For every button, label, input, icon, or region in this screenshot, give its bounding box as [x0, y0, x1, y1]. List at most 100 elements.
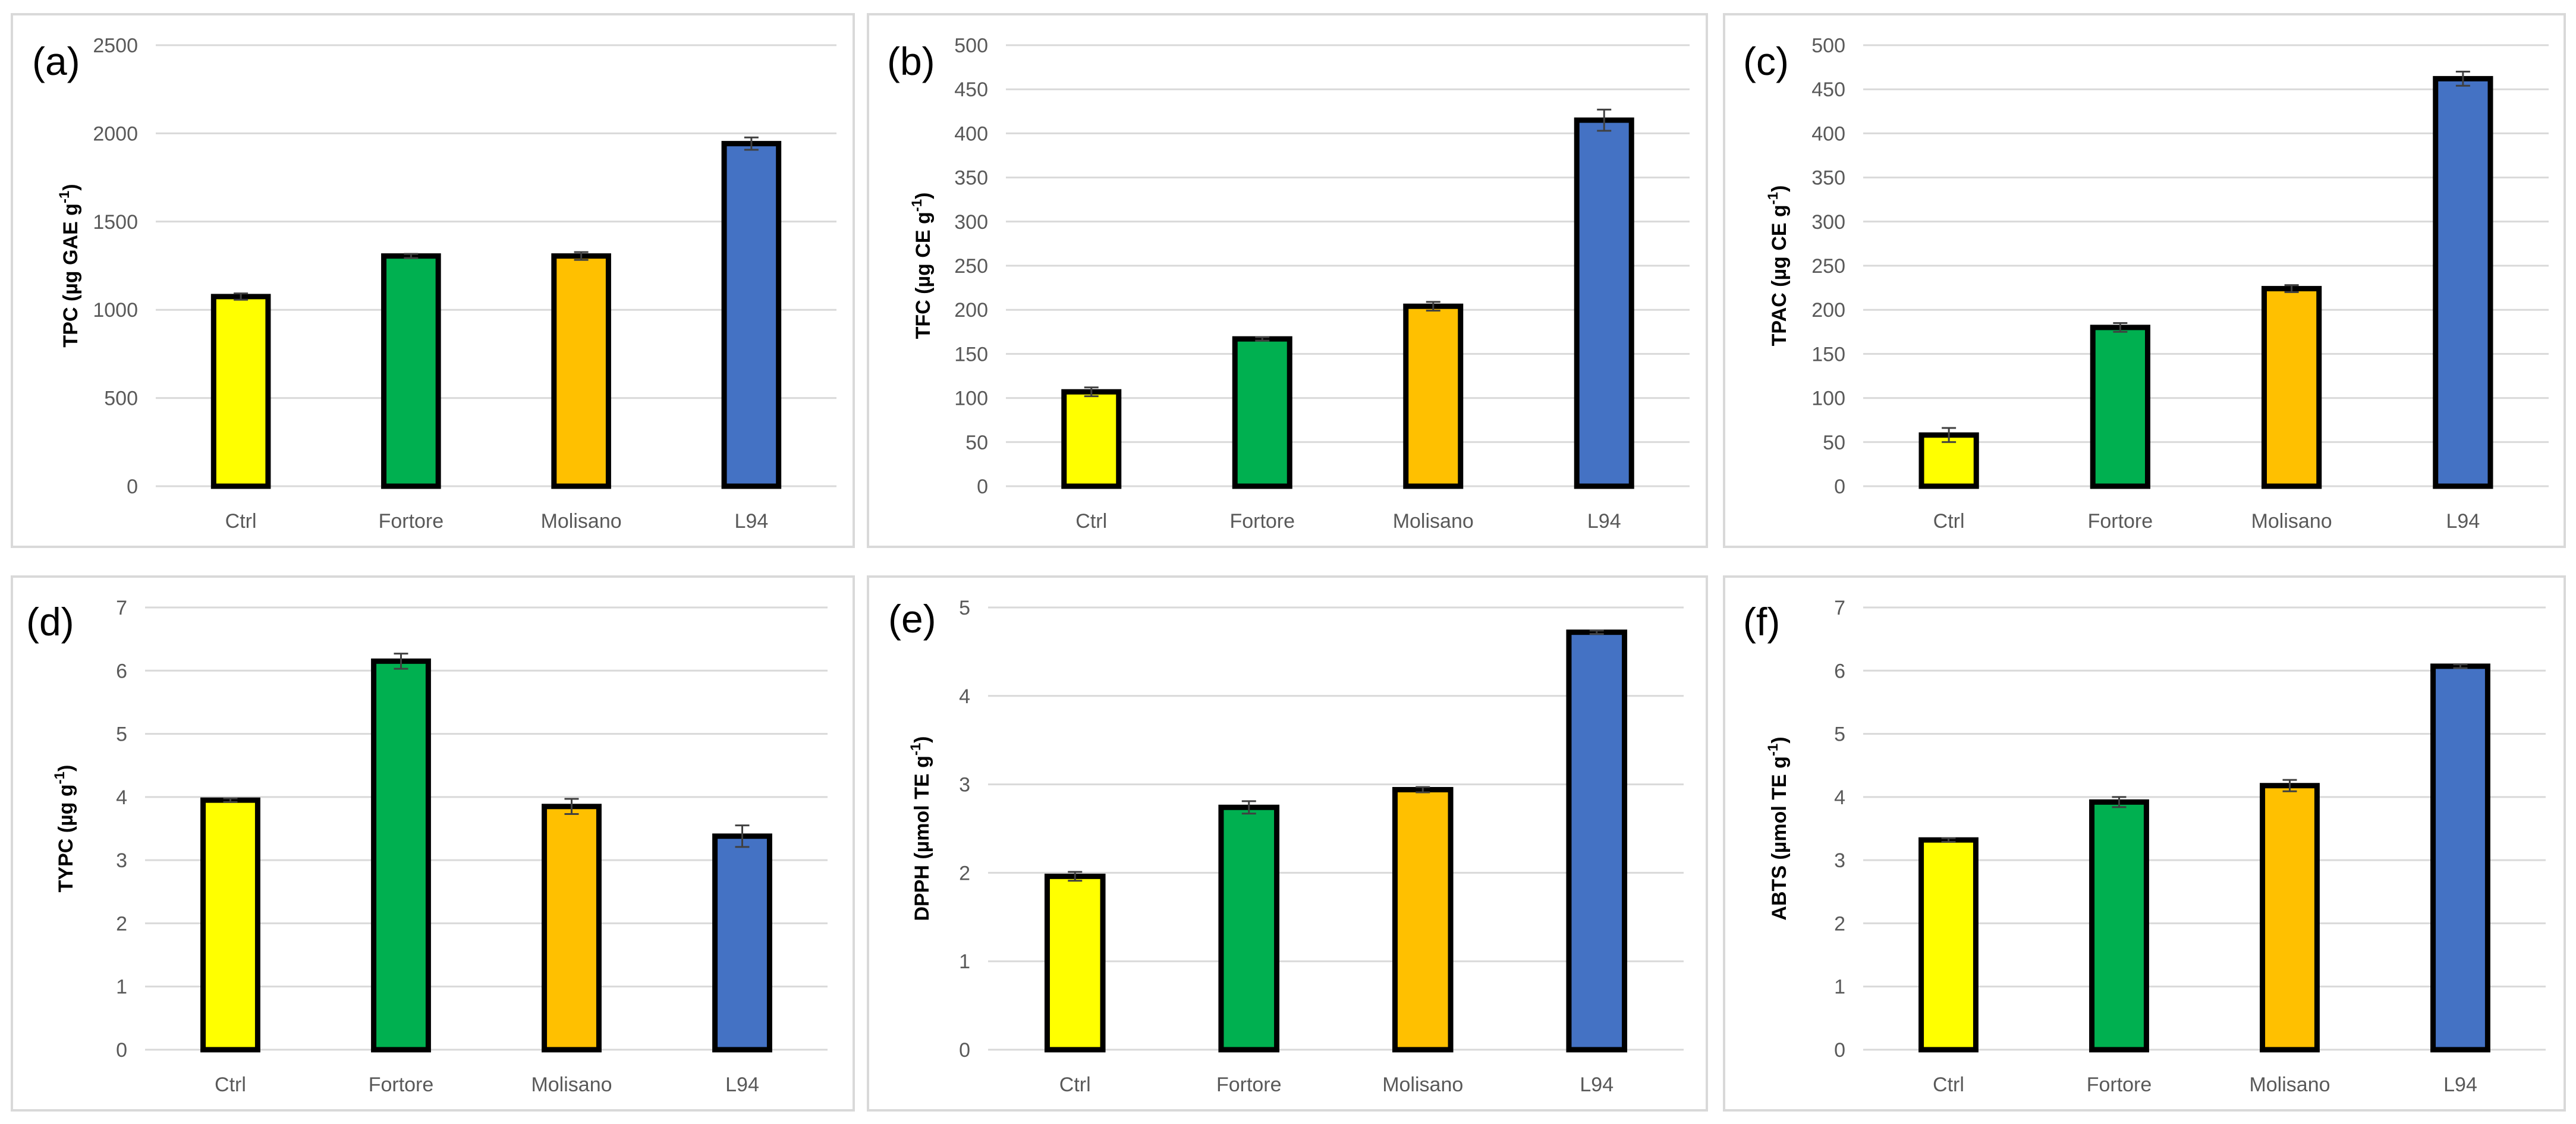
error-bar-fortore: [2113, 322, 2128, 333]
x-category-label: Fortore: [369, 1073, 434, 1096]
bar-fortore: [381, 253, 441, 489]
y-axis-label-main: ABTS (µmol TE g: [1768, 756, 1791, 920]
y-tick-label: 5: [959, 597, 970, 619]
x-category-label: Ctrl: [1075, 510, 1107, 533]
panel-label: (c): [1743, 39, 1789, 83]
x-category-label: L94: [725, 1073, 759, 1096]
chart-f-svg: 0 1 2 3 4 5 6 7 Ctrl Fortore Molisano L94 (f) ABTS (µ…: [1743, 597, 2546, 1096]
y-axis-label: ABTS (µmol TE g-1): [1765, 736, 1791, 920]
bar-ctrl: [210, 294, 271, 489]
y-tick-label: 4: [1834, 786, 1845, 809]
y-axis-label-superscript: -1: [1765, 192, 1781, 204]
y-axis-label-end: ): [911, 736, 933, 742]
bar-ctrl: [1044, 873, 1106, 1053]
y-tick-label: 0: [1834, 1039, 1845, 1062]
x-category-label: L94: [735, 510, 769, 533]
chart-d-svg: 0 1 2 3 4 5 6 7 Ctrl Fortore Molisano L94 (d) TYPC (µ…: [26, 597, 828, 1096]
y-axis-label: TYPC (µg g-1): [52, 765, 77, 893]
chart-panel-e: 0 1 2 3 4 5 Ctrl Fortore Molisano L94 (e) DPPH (µmo…: [867, 575, 1708, 1112]
x-category-label: Molisano: [541, 510, 622, 533]
bar-fortore: [2090, 325, 2150, 489]
y-tick-label: 50: [965, 432, 988, 454]
error-bar-molisano: [2284, 284, 2299, 294]
y-tick-label: 100: [1811, 388, 1845, 410]
bar-ctrl: [200, 797, 260, 1053]
y-tick-label: 250: [1811, 255, 1845, 278]
bar-fortore: [1232, 336, 1292, 489]
y-tick-label: 1: [116, 976, 127, 999]
y-tick-label: 400: [1811, 122, 1845, 145]
bar-l94: [2433, 75, 2493, 489]
x-category-label: L94: [1580, 1073, 1613, 1096]
error-bar-ctrl: [223, 797, 238, 803]
y-tick-label: 200: [954, 299, 988, 322]
y-tick-label: 450: [954, 78, 988, 101]
panel-label: (e): [888, 597, 936, 641]
error-bar-l94: [2455, 71, 2470, 87]
y-tick-label: 7: [116, 597, 127, 619]
y-tick-label: 150: [954, 343, 988, 366]
chart-b-svg: 0 50 100 150 200 250 300 350 400 450 500 Ctrl Fortor…: [887, 34, 1690, 533]
y-tick-label: 2: [1834, 912, 1845, 935]
chart-e-svg: 0 1 2 3 4 5 Ctrl Fortore Molisano L94 (e) DPPH (µmo…: [888, 597, 1684, 1096]
x-category-label: L94: [2446, 510, 2480, 533]
y-tick-label: 0: [977, 476, 988, 498]
y-tick-label: 1500: [93, 211, 138, 234]
y-tick-label: 3: [116, 849, 127, 872]
panel-label: (f): [1743, 600, 1780, 644]
y-tick-label: 500: [104, 388, 138, 410]
y-tick-label: 0: [116, 1039, 127, 1062]
chart-panel-c: 0 50 100 150 200 250 300 350 400 450 500 Ctrl Fortor…: [1723, 13, 2566, 548]
y-tick-label: 200: [1811, 299, 1845, 322]
x-category-label: Molisano: [2251, 510, 2332, 533]
y-tick-label: 300: [1811, 211, 1845, 234]
y-tick-label: 2: [116, 912, 127, 935]
error-bar-molisano: [564, 798, 579, 816]
y-axis-label-end: ): [912, 193, 935, 199]
x-category-label: Ctrl: [225, 510, 257, 533]
bar-ctrl: [1061, 389, 1122, 489]
bar-fortore: [1218, 804, 1280, 1053]
y-tick-label: 400: [954, 122, 988, 145]
error-bar-fortore: [1241, 800, 1256, 815]
x-category-label: L94: [2443, 1073, 2477, 1096]
chart-panel-b: 0 50 100 150 200 250 300 350 400 450 500 Ctrl Fortor…: [867, 13, 1708, 548]
panel-label: (a): [32, 39, 80, 83]
bar-l94: [712, 833, 772, 1053]
x-category-label: Fortore: [2087, 1073, 2152, 1096]
bar-ctrl: [1918, 432, 1979, 489]
y-tick-label: 2500: [93, 34, 138, 57]
y-tick-label: 7: [1834, 597, 1845, 619]
x-category-label: Ctrl: [1059, 1073, 1091, 1096]
error-bar-molisano: [574, 251, 589, 261]
y-axis-label-main: TPAC (µg CE g: [1768, 204, 1791, 346]
error-bar-molisano: [1416, 786, 1430, 794]
y-axis-label-main: DPPH (µmol TE g: [911, 755, 933, 921]
x-category-label: Molisano: [1382, 1073, 1463, 1096]
bar-molisano: [2260, 783, 2320, 1053]
panel-label: (b): [887, 39, 935, 83]
error-bar-ctrl: [1941, 837, 1956, 843]
y-axis-label-superscript: -1: [52, 772, 68, 784]
y-tick-label: 500: [1811, 34, 1845, 57]
y-tick-label: 5: [1834, 723, 1845, 746]
bar-l94: [1574, 117, 1634, 489]
x-category-label: Molisano: [1393, 510, 1474, 533]
error-bar-fortore: [404, 253, 419, 259]
bar-molisano: [542, 804, 602, 1053]
bar-molisano: [1392, 787, 1454, 1053]
panel-label: (d): [26, 600, 74, 644]
y-axis-label-superscript: -1: [56, 191, 73, 203]
y-tick-label: 4: [116, 786, 127, 809]
chart-c-svg: 0 50 100 150 200 250 300 350 400 450 500 Ctrl Fortor…: [1743, 34, 2549, 533]
error-bar-ctrl: [234, 292, 249, 301]
bar-fortore: [2089, 799, 2149, 1053]
x-category-label: Molisano: [2249, 1073, 2330, 1096]
y-tick-label: 500: [954, 34, 988, 57]
error-bar-fortore: [394, 653, 408, 670]
y-tick-label: 0: [127, 476, 138, 498]
x-category-label: Fortore: [1229, 510, 1295, 533]
y-tick-label: 300: [954, 211, 988, 234]
error-bar-l94: [1597, 108, 1612, 132]
y-tick-label: 4: [959, 685, 970, 708]
